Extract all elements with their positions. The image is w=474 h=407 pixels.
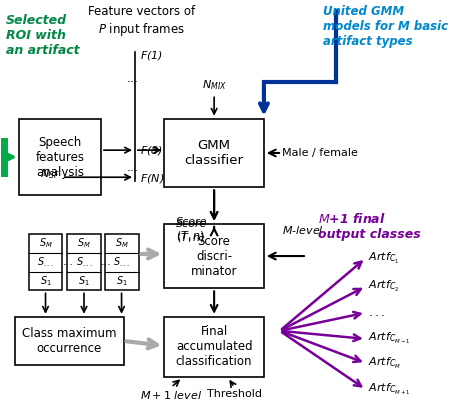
Text: Score
$(T, n)$: Score $(T, n)$ — [176, 219, 207, 244]
Text: $S_{...}$: $S_{...}$ — [113, 255, 130, 269]
Text: $Artf$$_{C_{M-1}}$: $Artf$$_{C_{M-1}}$ — [368, 331, 411, 346]
Text: $Artf$$_{C_M}$: $Artf$$_{C_M}$ — [368, 356, 401, 371]
Text: ...: ... — [101, 257, 112, 267]
Text: GMM
classifier: GMM classifier — [185, 139, 244, 167]
Text: $Artf$$_{C_2}$: $Artf$$_{C_2}$ — [368, 279, 400, 294]
FancyBboxPatch shape — [15, 317, 124, 365]
Text: ...: ... — [127, 161, 139, 174]
FancyBboxPatch shape — [19, 118, 101, 195]
Text: Score
$(T, n)$: Score $(T, n)$ — [176, 217, 207, 242]
Text: Selected
ROI with
an artifact: Selected ROI with an artifact — [6, 13, 80, 57]
FancyBboxPatch shape — [164, 317, 264, 377]
Text: $Artf$$_{C_{M+1}}$: $Artf$$_{C_{M+1}}$ — [368, 382, 411, 397]
FancyBboxPatch shape — [164, 118, 264, 187]
Text: $M$+1 final
output classes: $M$+1 final output classes — [318, 212, 421, 241]
Text: $F$(N): $F$(N) — [140, 172, 164, 185]
Text: ...: ... — [127, 72, 139, 85]
Text: Final
accumulated
classification: Final accumulated classification — [176, 326, 253, 368]
Text: $F$(1): $F$(1) — [140, 50, 164, 62]
Text: $S_M$: $S_M$ — [115, 236, 128, 250]
Text: $Artf$$_{C_1}$: $Artf$$_{C_1}$ — [368, 251, 400, 266]
Text: $S_{...}$: $S_{...}$ — [76, 255, 92, 269]
Text: $S_1$: $S_1$ — [116, 274, 128, 288]
Text: $S_{...}$: $S_{...}$ — [37, 255, 54, 269]
Text: $M+1$ level: $M+1$ level — [140, 389, 202, 401]
Text: $N_{MIX}$: $N_{MIX}$ — [202, 79, 227, 92]
Text: Class maximum
occurrence: Class maximum occurrence — [22, 327, 117, 355]
Text: Male / female: Male / female — [282, 148, 358, 158]
Text: $F$(8): $F$(8) — [140, 144, 164, 157]
Bar — [67, 234, 101, 291]
Text: $M$-level: $M$-level — [282, 224, 324, 236]
Text: $S_1$: $S_1$ — [40, 274, 51, 288]
Text: $N_{SF}$: $N_{SF}$ — [40, 168, 60, 181]
Bar — [28, 234, 63, 291]
Text: ...: ... — [63, 257, 73, 267]
Text: Speech
features
analysis: Speech features analysis — [36, 136, 85, 179]
Text: $S_M$: $S_M$ — [77, 236, 91, 250]
Text: Threshold: Threshold — [207, 389, 262, 399]
Text: Feature vectors of
$P$ input frames: Feature vectors of $P$ input frames — [88, 5, 195, 38]
Text: $S_1$: $S_1$ — [78, 274, 90, 288]
Text: Score
discri-
minator: Score discri- minator — [191, 234, 237, 278]
Bar — [105, 234, 138, 291]
Text: $...$: $...$ — [368, 306, 385, 319]
Text: $S_M$: $S_M$ — [38, 236, 53, 250]
Text: United GMM
models for M basic
artifact types: United GMM models for M basic artifact t… — [323, 5, 448, 48]
FancyBboxPatch shape — [164, 224, 264, 289]
